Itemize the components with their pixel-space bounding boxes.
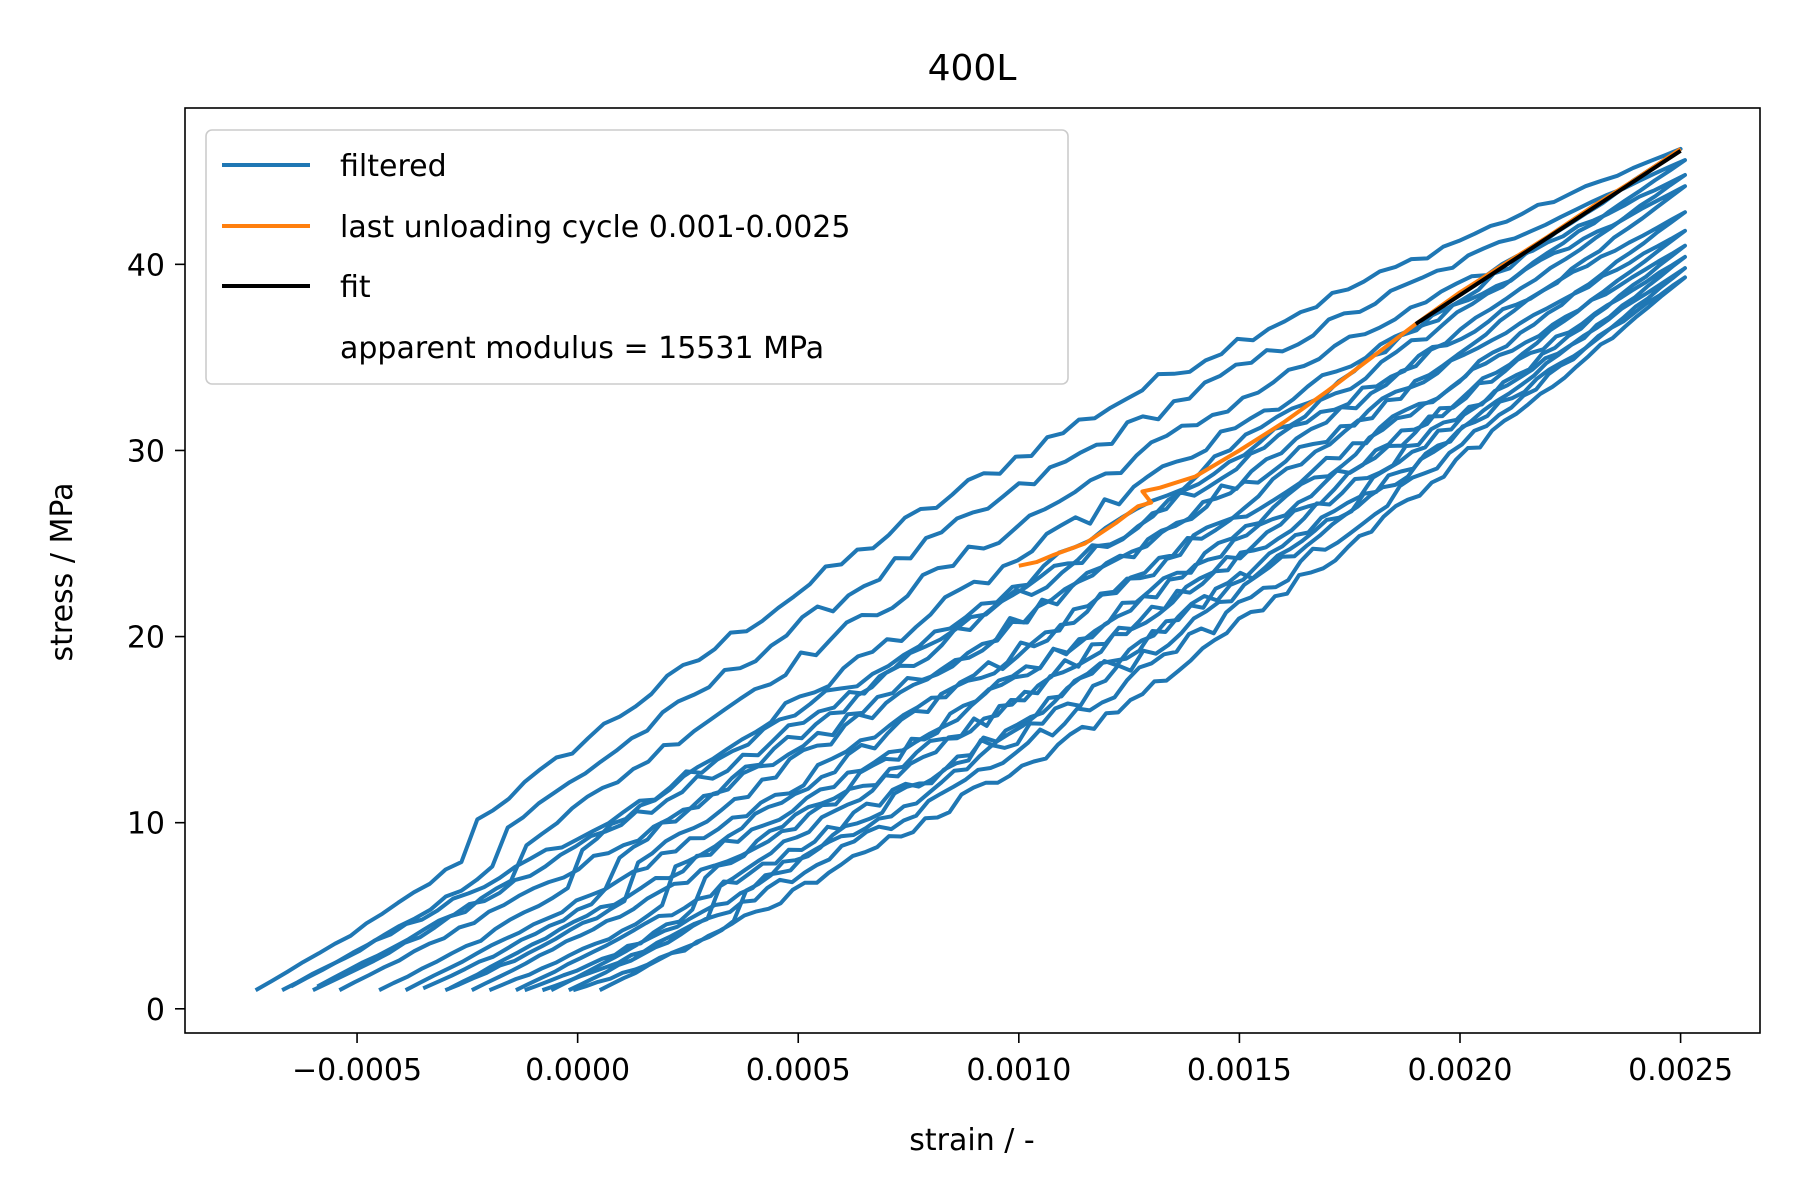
x-tick-label: −0.0005: [292, 1053, 422, 1088]
y-tick-label: 10: [127, 807, 165, 842]
y-tick-label: 20: [127, 621, 165, 656]
x-tick-label: 0.0015: [1187, 1053, 1292, 1088]
filtered-loop-10: [572, 275, 1687, 993]
x-tick-label: 0.0010: [966, 1053, 1071, 1088]
legend-frame: [205, 129, 1069, 385]
legend-label-filtered: filtered: [340, 149, 447, 184]
filtered-loop-9: [541, 266, 1687, 993]
x-axis-ticks: −0.0005 0.0000 0.0005 0.0010 0.0015 0.0020 0.0…: [292, 1033, 1733, 1088]
x-tick-label: 0.0020: [1408, 1053, 1513, 1088]
chart-title: 400L: [928, 48, 1017, 89]
x-tick-label: 0.0000: [525, 1053, 630, 1088]
x-tick-label: 0.0025: [1628, 1053, 1733, 1088]
filtered-loop-8: [524, 254, 1687, 993]
y-axis-ticks: 0 10 20 30 40: [127, 248, 185, 1028]
plot-frame: [184, 107, 1761, 1034]
legend: filtered last unloading cycle 0.001-0.00…: [205, 129, 1069, 385]
legend-label-unloading: last unloading cycle 0.001-0.0025: [340, 210, 850, 245]
plot-lines: [254, 146, 1687, 993]
y-axis-label: stress / MPa: [45, 483, 80, 662]
y-tick-label: 30: [127, 434, 165, 469]
filtered-loop-7: [488, 243, 1687, 993]
filtered-loop-2: [289, 158, 1687, 989]
x-tick-label: 0.0005: [746, 1053, 851, 1088]
filtered-loop-3: [312, 173, 1687, 993]
fit-line: [1414, 149, 1682, 326]
legend-label-modulus: apparent modulus = 15531 MPa: [340, 331, 824, 366]
filtered-loop-4: [378, 184, 1687, 992]
y-tick-label: 0: [146, 993, 165, 1028]
x-axis-label: strain / -: [909, 1123, 1034, 1158]
y-tick-label: 40: [127, 248, 165, 283]
legend-label-fit: fit: [340, 270, 371, 305]
